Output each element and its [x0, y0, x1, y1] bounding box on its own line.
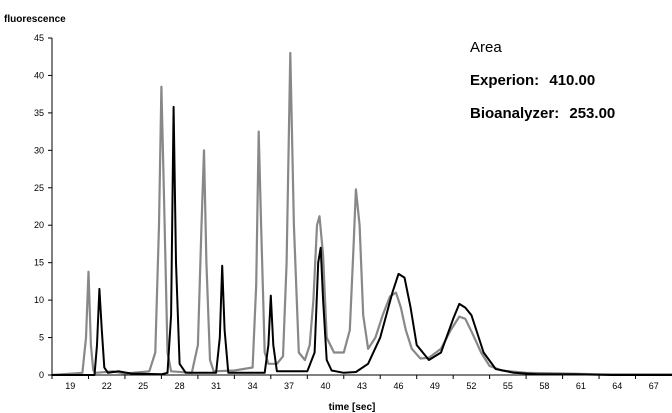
y-tick-label: 25 — [34, 183, 44, 193]
legend-entry-bioanalyzer-label: Bioanalyzer: — [470, 105, 559, 122]
x-tick-label: 40 — [321, 381, 331, 391]
y-tick-label: 5 — [39, 333, 44, 343]
x-tick-label: 49 — [430, 381, 440, 391]
y-tick-label: 0 — [39, 370, 44, 380]
y-ticks: 0 5 10 15 20 25 30 35 40 45 — [34, 33, 52, 380]
x-tick-label: 55 — [503, 381, 513, 391]
x-tick-label: 31 — [211, 381, 221, 391]
y-tick-label: 45 — [34, 33, 44, 43]
x-tick-label: 25 — [138, 381, 148, 391]
legend-entry-bioanalyzer-value: 253.00 — [569, 105, 615, 122]
series-group — [50, 51, 672, 377]
x-tick-label: 52 — [466, 381, 476, 391]
y-tick-label: 40 — [34, 70, 44, 80]
series-line-1 — [51, 105, 672, 376]
x-axis-label: time [sec] — [329, 402, 376, 413]
x-tick-label: 28 — [175, 381, 185, 391]
legend-entry-experion-value: 410.00 — [549, 72, 595, 89]
series-line-0 — [50, 51, 672, 377]
x-tick-label: 37 — [284, 381, 294, 391]
x-tick-label: 22 — [102, 381, 112, 391]
x-tick-label: 58 — [539, 381, 549, 391]
x-tick-label: 64 — [612, 381, 622, 391]
x-tick-label: 61 — [576, 381, 586, 391]
y-tick-label: 30 — [34, 145, 44, 155]
legend: Area Experion: 410.00 Bioanalyzer: 253.0… — [470, 39, 615, 122]
x-ticks: 19 22 25 28 31 34 37 40 43 46 49 52 55 58 61 64 67 — [51, 375, 659, 391]
y-tick-label: 15 — [34, 258, 44, 268]
legend-entry-experion-label: Experion: — [470, 72, 539, 89]
y-tick-label: 20 — [34, 220, 44, 230]
legend-title: Area — [470, 39, 502, 56]
y-axis-label: fluorescence — [4, 14, 66, 25]
x-tick-label: 46 — [393, 381, 403, 391]
x-tick-label: 19 — [65, 381, 75, 391]
x-tick-label: 67 — [649, 381, 659, 391]
y-tick-label: 10 — [34, 295, 44, 305]
x-tick-label: 34 — [248, 381, 258, 391]
y-tick-label: 35 — [34, 108, 44, 118]
legend-entry-experion: Experion: 410.00 — [470, 72, 595, 89]
legend-entry-bioanalyzer: Bioanalyzer: 253.00 — [470, 105, 615, 122]
x-tick-label: 43 — [357, 381, 367, 391]
